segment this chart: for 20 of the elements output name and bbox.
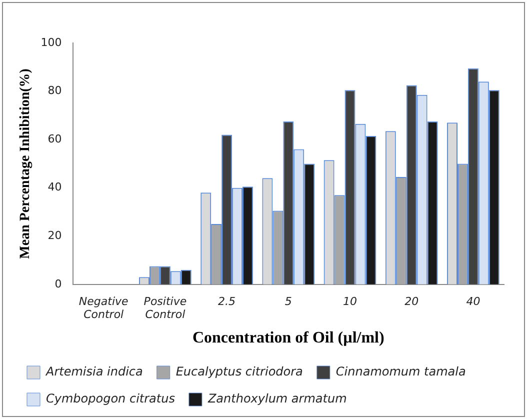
- x-tick-label: Positive Control: [144, 294, 187, 322]
- y-tick-label: 60: [48, 132, 62, 146]
- legend-label: Cinnamomum tamala: [336, 364, 466, 379]
- y-tick-label: 20: [48, 228, 62, 242]
- y-tick-label: 80: [48, 84, 62, 98]
- x-axis-title: Concentration of Oil (µl/ml): [192, 330, 384, 347]
- y-tick-label: 40: [48, 180, 62, 194]
- x-tick-label: 20: [404, 294, 419, 308]
- y-tick-label: 100: [40, 36, 62, 49]
- y-tick-label: 0: [54, 277, 62, 290]
- legend-label: Artemisia indica: [45, 364, 143, 379]
- x-tick-label: 5: [284, 294, 292, 308]
- x-tick-label: 10: [343, 294, 357, 308]
- legend-label: Cymbopogon citratus: [46, 392, 175, 406]
- legend-label: Eucalyptus citriodora: [176, 364, 303, 379]
- x-tick-label: 40: [466, 294, 480, 308]
- x-tick-label: Negative Control: [78, 294, 129, 322]
- legend-label: Zanthoxylum armatum: [206, 392, 347, 406]
- y-axis-title: Mean Percentage Inhibition(%): [18, 68, 34, 259]
- x-tick-label: 2.5: [218, 294, 236, 308]
